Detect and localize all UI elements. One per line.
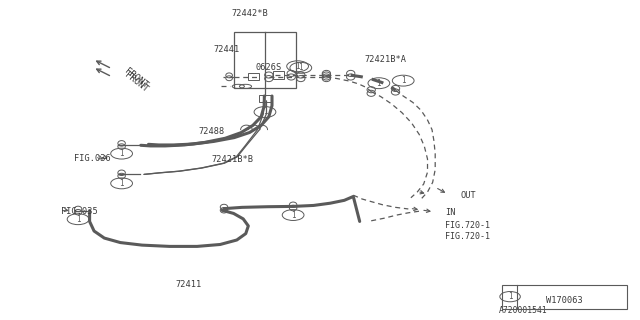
- Text: 72411: 72411: [175, 280, 202, 289]
- Bar: [234, 32, 296, 88]
- Bar: [502, 285, 627, 309]
- Text: 72421B*B: 72421B*B: [211, 156, 253, 164]
- Text: 1: 1: [401, 76, 406, 85]
- Text: 72421B*A: 72421B*A: [365, 55, 407, 64]
- Text: 0626S: 0626S: [256, 63, 282, 72]
- Text: 1: 1: [298, 63, 303, 72]
- Text: 72442*B: 72442*B: [231, 9, 268, 18]
- Text: 1: 1: [376, 79, 381, 88]
- Text: 1: 1: [119, 149, 124, 158]
- Bar: [248, 73, 259, 80]
- Text: 1: 1: [76, 215, 81, 224]
- Text: 1: 1: [508, 292, 513, 301]
- Text: FIG.035: FIG.035: [61, 207, 97, 216]
- Text: 1: 1: [119, 179, 124, 188]
- Text: FIG.036: FIG.036: [74, 154, 110, 163]
- Text: OUT: OUT: [461, 191, 477, 200]
- Text: FRONT: FRONT: [123, 71, 150, 94]
- Text: 72441: 72441: [213, 45, 239, 54]
- Text: FIG.720-1: FIG.720-1: [445, 221, 490, 230]
- Text: 72488: 72488: [198, 127, 225, 136]
- Text: A720001541: A720001541: [499, 306, 548, 315]
- Text: FIG.720-1: FIG.720-1: [445, 232, 490, 241]
- Text: 1: 1: [291, 211, 296, 220]
- Text: FRONT: FRONT: [123, 67, 150, 90]
- Text: 1: 1: [295, 62, 300, 71]
- Text: W170063: W170063: [546, 296, 582, 305]
- Bar: [273, 71, 284, 79]
- Text: 1: 1: [262, 108, 268, 116]
- Text: IN: IN: [445, 208, 455, 217]
- Bar: [259, 95, 271, 102]
